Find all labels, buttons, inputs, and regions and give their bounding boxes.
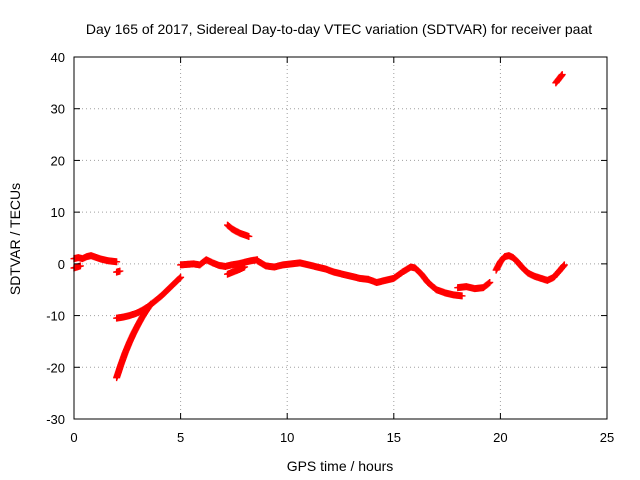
series-segment-6 xyxy=(177,256,261,270)
series-segment-8 xyxy=(224,221,253,240)
data-point xyxy=(560,262,568,270)
y-axis-label: SDTVAR / TECUs xyxy=(7,183,23,295)
data-point xyxy=(241,263,249,271)
x-tick-label: 0 xyxy=(70,430,77,445)
tick-layer: 0 5 10 15 20 25 -30 -20 -10 0 10 20 30 40 xyxy=(46,50,614,445)
y-tick-label: 30 xyxy=(51,102,65,117)
x-tick-label: 25 xyxy=(600,430,614,445)
data-point xyxy=(245,232,253,240)
data-point xyxy=(558,71,566,79)
series-segment-4 xyxy=(113,273,185,322)
series-segment-1 xyxy=(70,252,121,266)
chart-title: Day 165 of 2017, Sidereal Day-to-day VTE… xyxy=(86,21,592,37)
data-point xyxy=(147,300,155,308)
series-segment-3 xyxy=(113,267,124,276)
series-segment-13 xyxy=(552,71,566,87)
x-tick-label: 5 xyxy=(177,430,184,445)
data-layer xyxy=(70,71,568,382)
x-tick-label: 15 xyxy=(387,430,401,445)
data-point xyxy=(560,261,568,269)
data-point xyxy=(458,292,466,300)
y-tick-label: -30 xyxy=(46,412,65,427)
x-tick-label: 20 xyxy=(493,430,507,445)
y-tick-label: 0 xyxy=(58,257,65,272)
series-segment-9 xyxy=(253,257,372,283)
series-segment-2 xyxy=(70,262,84,272)
plot-frame xyxy=(73,56,608,420)
data-point xyxy=(116,267,124,275)
data-point xyxy=(175,275,183,283)
series-segment-11 xyxy=(454,278,494,293)
x-tick-label: 10 xyxy=(280,430,294,445)
data-point xyxy=(485,279,493,287)
grid-layer xyxy=(74,57,607,419)
series-segment-12 xyxy=(492,252,568,284)
series-segment-10 xyxy=(364,263,466,300)
data-point xyxy=(177,273,185,281)
data-point xyxy=(486,278,494,286)
y-tick-label: -10 xyxy=(46,309,65,324)
data-point xyxy=(76,262,84,270)
y-tick-label: 10 xyxy=(51,205,65,220)
series-segment-7 xyxy=(224,263,249,278)
y-tick-label: -20 xyxy=(46,360,65,375)
data-point xyxy=(176,274,184,282)
data-point xyxy=(113,258,121,266)
y-tick-label: 40 xyxy=(51,50,65,65)
series-segment-5 xyxy=(113,300,155,382)
x-axis-label: GPS time / hours xyxy=(287,458,394,474)
y-tick-label: 20 xyxy=(51,153,65,168)
